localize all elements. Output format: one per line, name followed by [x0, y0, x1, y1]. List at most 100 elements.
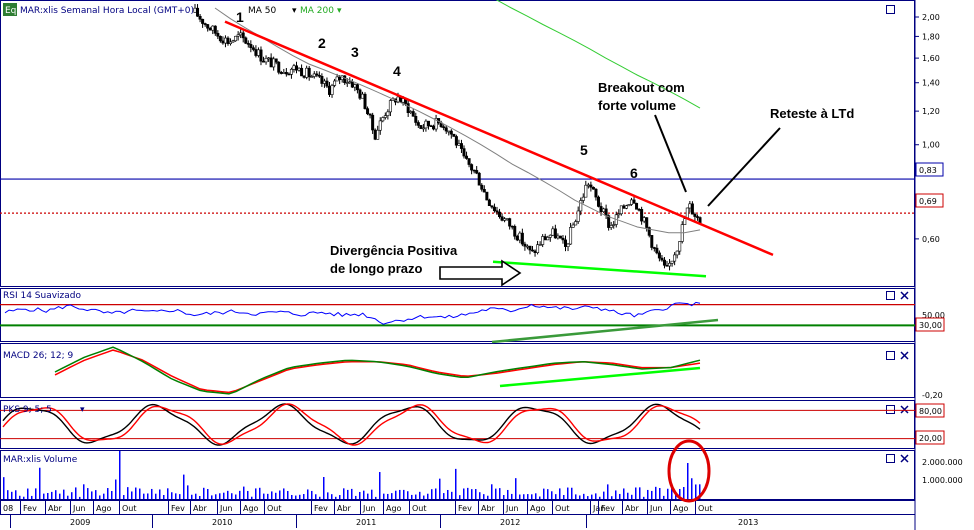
wave-label-1: 1 [236, 9, 244, 25]
volume-bar [307, 489, 309, 499]
wave-label-6: 6 [630, 165, 638, 181]
candle-body [627, 204, 631, 207]
volume-bar [223, 492, 225, 499]
candle-body [350, 81, 354, 88]
candle-body [477, 172, 481, 186]
candle-body [330, 85, 334, 95]
pks-dropdown-icon[interactable]: ▾ [80, 405, 85, 415]
y-tick-label: 1,00 [922, 141, 940, 150]
volume-bar [699, 484, 701, 499]
volume-bar [75, 487, 77, 499]
candle-body [543, 236, 547, 241]
candle-body [206, 24, 210, 29]
volume-bar [247, 490, 249, 499]
candle-body [525, 245, 529, 248]
candle-body [333, 80, 337, 86]
candle-body [388, 100, 392, 113]
volume-bar [643, 496, 645, 499]
candle-body [386, 111, 390, 116]
volume-bar [395, 490, 397, 499]
candle-body [444, 127, 448, 132]
volume-bar [195, 493, 197, 499]
candle-body [274, 58, 278, 63]
volume-bar [571, 487, 573, 499]
candle-body [579, 200, 583, 212]
volume-bar [187, 485, 189, 499]
candle-body [584, 184, 588, 198]
volume-bar [339, 495, 341, 499]
candle-body [546, 237, 550, 241]
candle-body [239, 32, 243, 36]
volume-bar [103, 493, 105, 499]
symbol-badge[interactable] [3, 3, 17, 16]
candle-body [264, 58, 268, 63]
price-panel: 1 2 3 4 5 6 [0, 0, 915, 278]
volume-bar [203, 487, 205, 499]
candle-body [574, 221, 578, 226]
volume-bar [87, 488, 89, 499]
volume-panel [3, 451, 701, 499]
volume-bar [575, 494, 577, 499]
annotation-divergence-line2: de longo prazo [330, 261, 423, 276]
candle-body [429, 125, 433, 128]
candle-body [556, 235, 560, 239]
ma50-label[interactable]: MA 50 [248, 6, 277, 16]
volume-bar [327, 492, 329, 499]
candle-body [558, 235, 562, 239]
ma200-dropdown-icon[interactable]: ▾ [337, 6, 342, 16]
volume-bar [291, 494, 293, 499]
volume-bar [519, 494, 521, 499]
volume-bar [91, 491, 93, 499]
x-month-label: Out [122, 504, 137, 513]
macd-line [54, 346, 701, 395]
x-year-label: 2010 [212, 518, 232, 527]
volume-bar [175, 493, 177, 499]
volume-bar [275, 492, 277, 499]
wave-label-4: 4 [393, 63, 401, 79]
macd-close-icon [900, 351, 909, 360]
ma50-dropdown-icon[interactable]: ▾ [292, 6, 297, 16]
candle-body [442, 126, 446, 129]
ma200-line [495, 0, 701, 109]
x-axis: 08 Fev Abr Jun Ago Out Fev Abr Jun Ago Out Fev Abr Ju… [0, 500, 915, 528]
volume-bar [491, 484, 493, 499]
volume-bar [183, 474, 185, 499]
candle-body [690, 203, 694, 215]
volume-bar [547, 489, 549, 499]
panel-controls[interactable] [886, 5, 895, 463]
volume-bar [559, 488, 561, 499]
candle-body [229, 41, 233, 44]
volume-bar [27, 488, 29, 499]
ma200-label[interactable]: MA 200 [300, 6, 334, 16]
volume-callout-circle [667, 439, 711, 503]
candle-body [246, 42, 250, 45]
volume-bar [63, 489, 65, 499]
volume-bar [23, 496, 25, 499]
volume-bar [407, 491, 409, 499]
candle-body [373, 129, 377, 140]
candle-body [670, 260, 674, 264]
panel-close-icons[interactable] [900, 291, 909, 463]
candle-body [424, 120, 428, 129]
x-month-label: Out [698, 504, 713, 513]
candle-body [317, 74, 321, 77]
volume-bar [47, 492, 49, 499]
volume-bar [651, 490, 653, 499]
candle-body [218, 35, 222, 42]
candle-body [500, 216, 504, 221]
candle-body [368, 113, 372, 116]
rsi-level-tag: 30,00 [919, 321, 942, 330]
candle-body [695, 216, 699, 218]
price-support-line [492, 260, 707, 278]
volume-bar [287, 490, 289, 499]
volume-bar [451, 491, 453, 499]
level-tag-069: 0,69 [919, 197, 937, 206]
candle-body [482, 189, 486, 193]
candle-body [576, 210, 580, 222]
candle-body [467, 158, 471, 165]
x-month-label: Ago [530, 504, 546, 513]
candle-body [596, 196, 600, 207]
volume-bar [447, 489, 449, 499]
volume-bar [11, 491, 13, 499]
